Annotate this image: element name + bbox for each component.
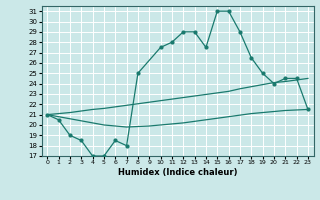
X-axis label: Humidex (Indice chaleur): Humidex (Indice chaleur) xyxy=(118,168,237,177)
